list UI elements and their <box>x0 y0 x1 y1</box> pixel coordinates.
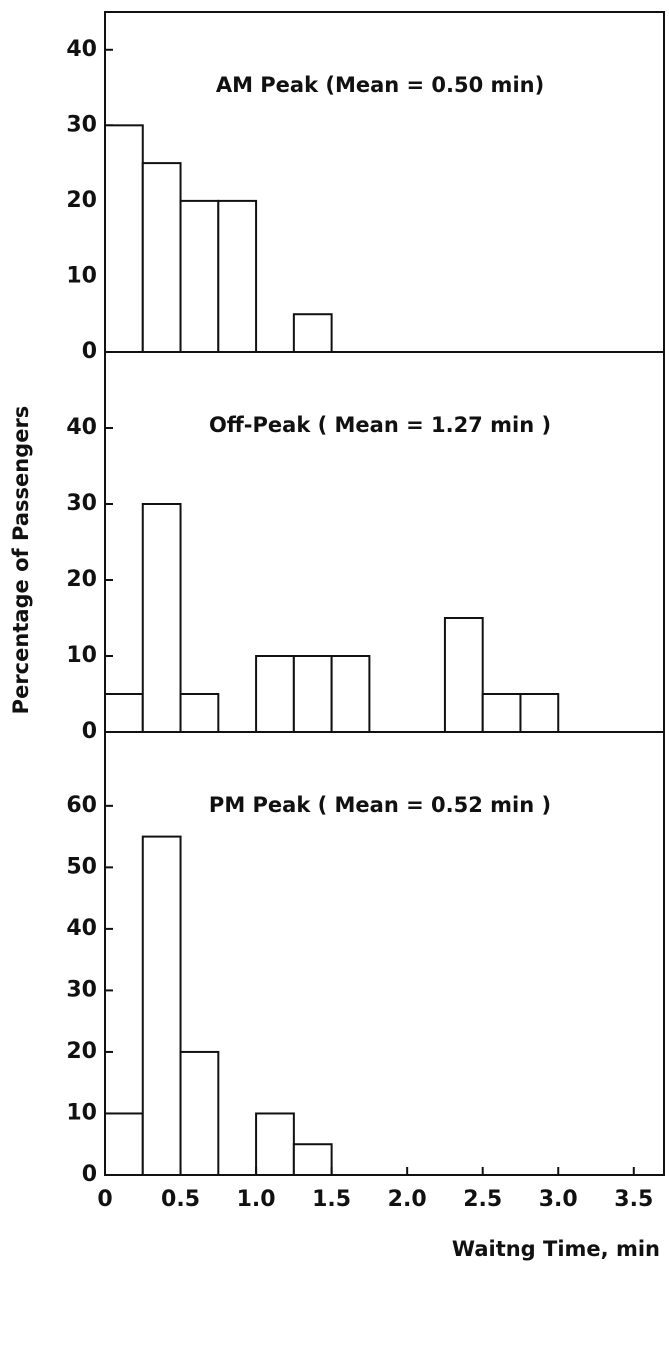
y-tick-label: 30 <box>66 491 97 516</box>
y-tick-label: 60 <box>66 793 97 818</box>
x-axis-label: Waitng Time, min <box>452 1237 660 1261</box>
bar <box>141 835 182 1176</box>
y-tick-label: 20 <box>66 1039 97 1064</box>
y-tick-label: 30 <box>66 112 97 137</box>
y-tick-label: 0 <box>82 339 97 364</box>
x-tick-label: 1.0 <box>237 1187 276 1212</box>
bar <box>179 693 220 733</box>
bar <box>481 693 522 733</box>
y-axis-label: Percentage of Passengers <box>9 406 33 715</box>
bar <box>104 693 144 733</box>
y-tick-label: 50 <box>66 854 97 879</box>
bar <box>330 655 371 733</box>
x-tick-label: 0 <box>97 1187 112 1212</box>
x-tick-label: 1.5 <box>312 1187 351 1212</box>
bar <box>141 162 182 353</box>
bar <box>104 1112 144 1176</box>
x-tick-label: 2.0 <box>388 1187 427 1212</box>
bar <box>179 1050 220 1177</box>
panel-title: PM Peak ( Mean = 0.52 min ) <box>209 793 551 817</box>
y-tick-label: 30 <box>66 977 97 1002</box>
panel-title: Off-Peak ( Mean = 1.27 min ) <box>209 413 551 437</box>
bar <box>443 617 484 733</box>
y-tick-label: 0 <box>82 719 97 744</box>
bar <box>141 503 182 733</box>
panel-title: AM Peak (Mean = 0.50 min) <box>216 73 544 97</box>
y-tick-label: 10 <box>66 643 97 668</box>
y-tick-label: 40 <box>66 916 97 941</box>
plot-frame <box>104 11 665 1176</box>
x-tick-label: 0.5 <box>161 1187 200 1212</box>
bar <box>217 199 258 353</box>
bar <box>255 1112 295 1176</box>
bar <box>292 1143 333 1176</box>
bar <box>179 199 220 353</box>
bar <box>104 124 144 354</box>
bar <box>292 313 333 354</box>
y-tick-label: 10 <box>66 263 97 288</box>
x-tick-label: 2.5 <box>463 1187 502 1212</box>
x-tick-label: 3.0 <box>539 1187 578 1212</box>
y-tick-label: 40 <box>66 37 97 62</box>
y-tick-label: 20 <box>66 188 97 213</box>
y-tick-label: 0 <box>82 1162 97 1187</box>
x-tick-label: 3.5 <box>614 1187 653 1212</box>
y-tick-label: 20 <box>66 567 97 592</box>
y-tick-label: 10 <box>66 1100 97 1125</box>
y-tick-label: 40 <box>66 415 97 440</box>
bar <box>519 693 560 733</box>
bar <box>292 655 333 733</box>
bar <box>255 655 295 733</box>
